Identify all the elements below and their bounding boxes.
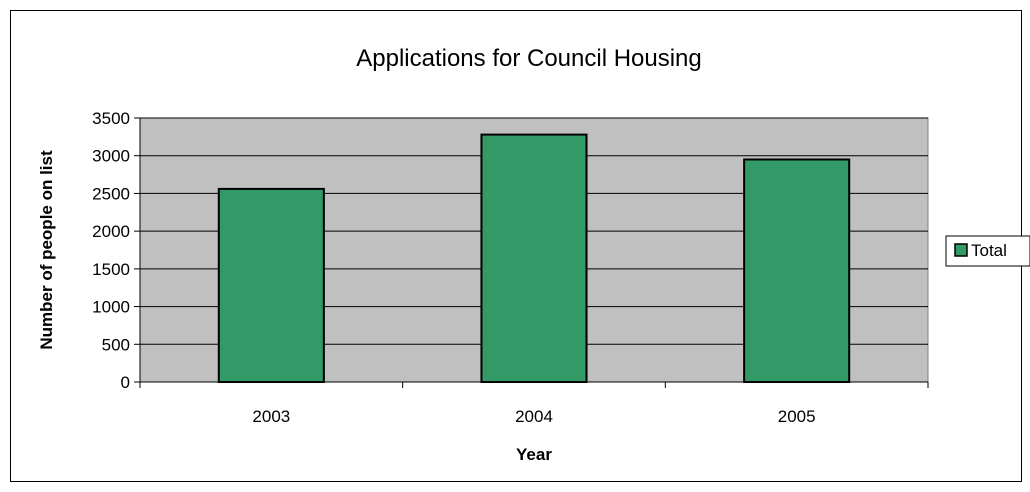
x-tick-label: 2003 (252, 407, 290, 426)
x-tick-label: 2004 (515, 407, 553, 426)
x-tick-label: 2005 (778, 407, 816, 426)
bar-2004 (480, 133, 588, 383)
y-tick-label: 3500 (92, 109, 130, 128)
legend: Total (945, 235, 1030, 267)
y-axis-label: Number of people on list (37, 150, 56, 350)
legend-swatch (954, 243, 968, 257)
y-tick-label: 1000 (92, 298, 130, 317)
y-tick-label: 2500 (92, 184, 130, 203)
axes (134, 117, 929, 388)
x-tick-labels: 2003 2004 2005 (252, 407, 815, 426)
x-axis-label: Year (516, 445, 552, 464)
legend-label: Total (971, 241, 1007, 260)
y-tick-labels: 0 500 1000 1500 2000 2500 3000 3500 (92, 109, 130, 392)
bar-2003 (217, 187, 325, 383)
bars (217, 133, 851, 383)
y-tick-label: 1500 (92, 260, 130, 279)
chart-title: Applications for Council Housing (356, 45, 702, 72)
y-tick-label: 0 (121, 373, 130, 392)
y-tick-label: 2000 (92, 222, 130, 241)
y-tick-label: 500 (102, 335, 130, 354)
bar-2005 (743, 158, 851, 383)
y-tick-label: 3000 (92, 147, 130, 166)
